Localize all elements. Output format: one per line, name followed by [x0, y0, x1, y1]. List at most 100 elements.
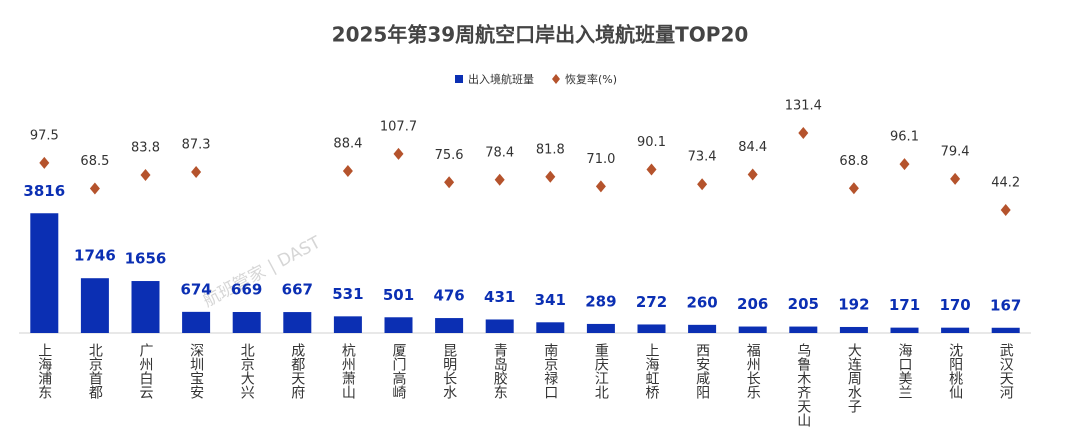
marker: [444, 176, 455, 189]
marker-value-label: 107.7: [380, 119, 417, 134]
legend-swatch: [552, 74, 560, 84]
watermark: 航班管家 | DAST: [200, 232, 325, 311]
bar: [839, 326, 868, 333]
legend-label: 出入境航班量: [468, 72, 534, 86]
marker-value-label: 131.4: [785, 98, 822, 113]
bar: [283, 312, 312, 333]
marker-value-label: 96.1: [890, 130, 919, 145]
bar: [991, 327, 1020, 333]
x-tick-label: 南京禄口: [542, 343, 558, 399]
x-tick-label: 厦门高崎: [391, 343, 407, 399]
bar: [688, 324, 717, 333]
marker: [747, 168, 758, 181]
marker-value-label: 88.4: [333, 136, 362, 151]
marker: [494, 173, 505, 186]
marker-value-label: 87.3: [182, 137, 211, 152]
bar-value-label: 476: [433, 287, 464, 305]
marker: [646, 163, 657, 176]
bar: [232, 312, 261, 333]
bar-value-label: 206: [737, 295, 768, 313]
bar: [182, 311, 211, 333]
marker-value-label: 97.5: [30, 128, 59, 143]
marker-value-label: 68.8: [839, 154, 868, 169]
x-tick-label: 上海虹桥: [644, 343, 660, 399]
x-tick-label: 沈阳桃仙: [947, 343, 963, 399]
x-tick-label: 上海浦东: [36, 343, 52, 399]
marker: [545, 170, 556, 183]
bar-value-label: 260: [686, 293, 717, 311]
marker-value-label: 71.0: [586, 152, 615, 167]
bar-value-label: 205: [788, 295, 819, 313]
marker-value-label: 90.1: [637, 135, 666, 150]
bar: [333, 316, 362, 333]
marker-value-label: 78.4: [485, 145, 514, 160]
bar: [30, 213, 59, 333]
x-tick-label: 乌鲁木齐天山: [795, 343, 811, 427]
bar-value-label: 341: [535, 291, 566, 309]
bar: [637, 324, 666, 333]
x-tick-label: 昆明长水: [441, 343, 457, 399]
bar: [586, 323, 615, 333]
bar: [536, 322, 565, 333]
marker: [1000, 204, 1011, 217]
bar: [890, 327, 919, 333]
x-tick-label: 武汉天河: [998, 343, 1014, 399]
x-tick-label: 北京大兴: [239, 343, 255, 399]
bar: [435, 318, 464, 333]
bar: [789, 326, 818, 333]
bar-value-label: 167: [990, 296, 1021, 314]
marker: [140, 169, 151, 182]
marker: [595, 180, 606, 193]
marker-value-label: 75.6: [435, 148, 464, 163]
bar-value-label: 669: [231, 281, 262, 299]
bar-value-label: 501: [383, 286, 414, 304]
marker: [89, 182, 100, 195]
marker: [950, 172, 961, 185]
legend-swatch: [455, 75, 463, 83]
marker-value-label: 84.4: [738, 140, 767, 155]
bar: [80, 278, 109, 333]
bar: [131, 281, 160, 333]
bar-value-label: 192: [838, 295, 869, 313]
marker: [697, 178, 708, 191]
bar-value-label: 431: [484, 288, 515, 306]
bar-value-label: 674: [180, 280, 211, 298]
x-tick-label: 大连周水子: [846, 343, 862, 413]
bar: [738, 326, 767, 333]
marker: [899, 158, 910, 171]
x-tick-label: 福州长乐: [745, 343, 761, 399]
chart-title: 2025年第39周航空口岸出入境航班量TOP20: [332, 23, 749, 47]
marker: [342, 164, 353, 177]
legend-label: 恢复率(%): [565, 72, 617, 86]
marker-value-label: 79.4: [941, 144, 970, 159]
bar-value-label: 531: [332, 285, 363, 303]
x-tick-label: 深圳宝安: [188, 343, 204, 399]
x-tick-label: 重庆江北: [593, 343, 609, 400]
bar-value-label: 170: [939, 296, 970, 314]
bar-value-label: 1746: [74, 247, 116, 265]
marker: [39, 156, 50, 169]
x-tick-label: 北京首都: [87, 343, 103, 399]
bar-value-label: 667: [282, 281, 313, 299]
bar-value-label: 3816: [23, 182, 65, 200]
marker-value-label: 68.5: [80, 154, 109, 169]
marker-value-label: 81.8: [536, 142, 565, 157]
marker: [393, 147, 404, 160]
marker-value-label: 73.4: [688, 150, 717, 165]
bar-value-label: 1656: [125, 250, 167, 268]
bar: [485, 319, 514, 333]
x-tick-label: 成都天府: [289, 343, 305, 400]
bar-value-label: 272: [636, 293, 667, 311]
marker-value-label: 44.2: [991, 176, 1020, 191]
bar-value-label: 289: [585, 292, 616, 310]
bar-value-label: 171: [889, 296, 920, 314]
bar: [384, 317, 413, 333]
marker: [191, 165, 202, 178]
marker-value-label: 83.8: [131, 141, 160, 156]
x-tick-label: 杭州萧山: [340, 343, 356, 399]
x-tick-label: 西安咸阳: [694, 343, 710, 399]
x-tick-label: 广州白云: [138, 343, 154, 399]
x-tick-label: 青岛胶东: [492, 343, 508, 399]
marker: [798, 126, 809, 139]
marker: [848, 182, 859, 195]
